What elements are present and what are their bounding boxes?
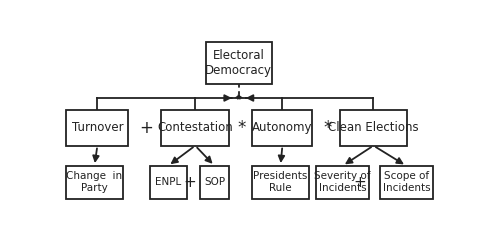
FancyBboxPatch shape (252, 110, 312, 146)
Text: Scope of
Incidents: Scope of Incidents (382, 172, 430, 193)
Text: ENPL: ENPL (155, 177, 181, 187)
FancyBboxPatch shape (340, 110, 407, 146)
Text: Electoral
Democracy: Electoral Democracy (206, 49, 272, 77)
Text: Change  in
Party: Change in Party (66, 172, 122, 193)
Text: +: + (140, 119, 153, 137)
FancyBboxPatch shape (206, 42, 272, 84)
Text: +: + (353, 175, 366, 190)
Text: Autonomy: Autonomy (252, 122, 312, 134)
Text: +: + (183, 175, 196, 190)
FancyBboxPatch shape (162, 110, 229, 146)
Text: Severity of
Incidents: Severity of Incidents (314, 172, 370, 193)
Text: Presidents
Rule: Presidents Rule (254, 172, 308, 193)
Text: Clean Elections: Clean Elections (328, 122, 419, 134)
FancyBboxPatch shape (150, 166, 186, 199)
FancyBboxPatch shape (200, 166, 229, 199)
Text: Contestation: Contestation (158, 122, 233, 134)
FancyBboxPatch shape (66, 166, 122, 199)
Text: *: * (324, 119, 332, 137)
FancyBboxPatch shape (316, 166, 368, 199)
Text: Turnover: Turnover (72, 122, 123, 134)
FancyBboxPatch shape (380, 166, 432, 199)
Text: SOP: SOP (204, 177, 225, 187)
FancyBboxPatch shape (252, 166, 308, 199)
FancyBboxPatch shape (66, 110, 128, 146)
Text: *: * (238, 119, 246, 137)
